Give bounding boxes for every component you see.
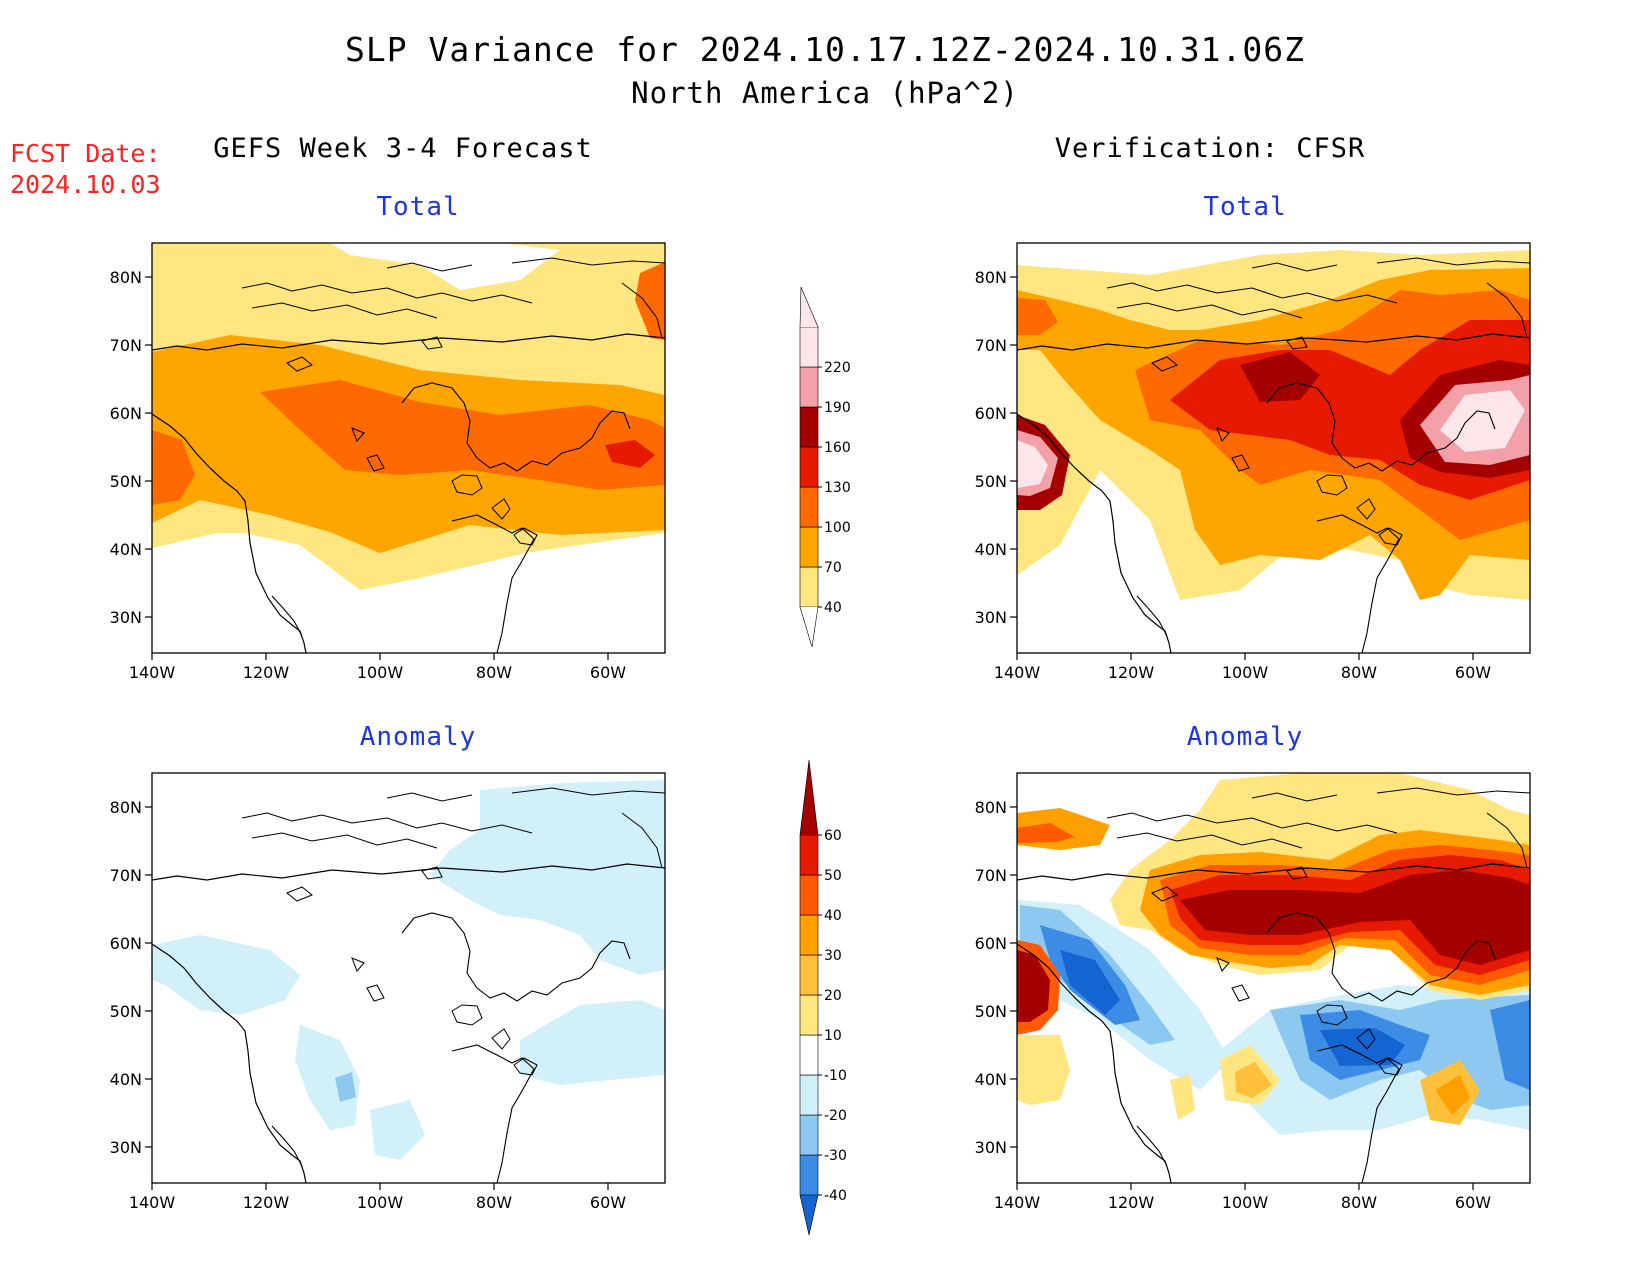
lat-tick-label: 30N	[110, 608, 142, 627]
colorbar-label: 70	[824, 560, 842, 576]
colorbar-swatch	[799, 406, 819, 448]
lon-tick-label: 140W	[129, 1193, 176, 1212]
colorbar-swatch	[799, 526, 819, 568]
colorbar-swatch	[799, 1114, 819, 1156]
lat-tick-label: 60N	[110, 934, 142, 953]
colorbar-swatch	[799, 446, 819, 488]
lon-tick-label: 80W	[1341, 663, 1377, 682]
colorbar-label: 220	[824, 360, 851, 376]
lon-tick-label: 120W	[243, 1193, 290, 1212]
right-column-heading: Verification: CFSR	[1054, 133, 1366, 164]
verification-total-map	[1016, 242, 1531, 654]
colorbar-label: 130	[824, 480, 851, 496]
lat-tick-label: 80N	[975, 268, 1007, 287]
colorbar-swatch	[799, 994, 819, 1036]
lat-tick-label: 30N	[975, 1138, 1007, 1157]
lat-tick-label: 40N	[110, 1070, 142, 1089]
colorbar-label: -40	[824, 1188, 847, 1204]
colorbar-label: 40	[824, 600, 842, 616]
colorbar-swatch	[799, 1154, 819, 1196]
lat-tick-label: 60N	[110, 404, 142, 423]
verification-anomaly-title: Anomaly	[1186, 722, 1304, 752]
lon-tick-label: 120W	[1108, 663, 1155, 682]
lat-tick-label: 70N	[110, 866, 142, 885]
lon-tick-label: 120W	[243, 663, 290, 682]
lat-tick-label: 80N	[975, 798, 1007, 817]
colorbar-label: -20	[824, 1108, 847, 1124]
lat-tick-label: 50N	[110, 1002, 142, 1021]
lon-tick-label: 100W	[357, 663, 404, 682]
lat-tick-label: 50N	[110, 472, 142, 491]
colorbar-swatch	[799, 874, 819, 916]
lat-tick-label: 70N	[110, 336, 142, 355]
lat-tick-label: 70N	[975, 336, 1007, 355]
colorbar-label: 10	[824, 1028, 842, 1044]
forecast-date-block: FCST Date: 2024.10.03	[10, 138, 161, 200]
lon-tick-label: 100W	[1222, 1193, 1269, 1212]
colorbar-label: 20	[824, 988, 842, 1004]
lon-tick-label: 100W	[357, 1193, 404, 1212]
lat-tick-label: 40N	[975, 1070, 1007, 1089]
lon-tick-label: 80W	[476, 1193, 512, 1212]
colorbar-swatch	[799, 566, 819, 608]
lat-tick-label: 50N	[975, 1002, 1007, 1021]
colorbar-label: 30	[824, 948, 842, 964]
lat-tick-label: 60N	[975, 934, 1007, 953]
chart-title: SLP Variance for 2024.10.17.12Z-2024.10.…	[345, 30, 1305, 69]
lat-tick-label: 80N	[110, 268, 142, 287]
axis-labels: 80N 70N 60N 50N 40N 30N 140W 120W 100W 80W 60W 80N 7…	[110, 268, 1492, 1212]
colorbar-label: 100	[824, 520, 851, 536]
verification-total-title: Total	[1203, 192, 1287, 222]
verification-anomaly-map	[1016, 772, 1531, 1184]
lon-tick-label: 60W	[1455, 663, 1491, 682]
lat-tick-label: 30N	[110, 1138, 142, 1157]
colorbar-label: 190	[824, 400, 851, 416]
colorbar-swatch	[799, 326, 819, 368]
lon-tick-label: 120W	[1108, 1193, 1155, 1212]
lat-tick-label: 60N	[975, 404, 1007, 423]
colorbar-swatch	[799, 1074, 819, 1116]
forecast-total-title: Total	[376, 192, 460, 222]
lon-tick-label: 140W	[129, 663, 176, 682]
anomaly-colorbar: -40 -30 -20 -10 10 20 30 40 50 60	[799, 759, 847, 1236]
lon-tick-label: 60W	[590, 663, 626, 682]
colorbar-label: 160	[824, 440, 851, 456]
lat-tick-label: 30N	[975, 608, 1007, 627]
lat-tick-label: 40N	[110, 540, 142, 559]
lon-tick-label: 140W	[994, 1193, 1041, 1212]
lat-tick-label: 70N	[975, 866, 1007, 885]
colorbar-swatch	[799, 1034, 819, 1076]
colorbar-swatch	[799, 366, 819, 408]
colorbar-label: 50	[824, 868, 842, 884]
colorbar-label: -30	[824, 1148, 847, 1164]
colorbar-swatch	[799, 914, 819, 956]
colorbar-swatch	[799, 834, 819, 876]
lon-tick-label: 80W	[476, 663, 512, 682]
total-colorbar: 40 70 100 130 160 190 220	[799, 286, 851, 648]
lon-tick-label: 140W	[994, 663, 1041, 682]
forecast-total-map	[151, 242, 666, 654]
colorbar-swatch	[799, 954, 819, 996]
lat-tick-label: 50N	[975, 472, 1007, 491]
left-column-heading: GEFS Week 3-4 Forecast	[213, 133, 593, 164]
colorbar-swatch	[799, 486, 819, 528]
forecast-anomaly-map	[151, 772, 666, 1184]
colorbar-label: -10	[824, 1068, 847, 1084]
lat-tick-label: 40N	[975, 540, 1007, 559]
chart-subtitle: North America (hPa^2)	[631, 76, 1019, 110]
colorbar-label: 60	[824, 828, 842, 844]
lon-tick-label: 80W	[1341, 1193, 1377, 1212]
lon-tick-label: 100W	[1222, 663, 1269, 682]
fcst-date-label: FCST Date:	[10, 139, 161, 168]
lat-tick-label: 80N	[110, 798, 142, 817]
lon-tick-label: 60W	[1455, 1193, 1491, 1212]
lon-tick-label: 60W	[590, 1193, 626, 1212]
colorbar-label: 40	[824, 908, 842, 924]
forecast-anomaly-title: Anomaly	[359, 722, 477, 752]
fcst-date-value: 2024.10.03	[10, 170, 161, 199]
